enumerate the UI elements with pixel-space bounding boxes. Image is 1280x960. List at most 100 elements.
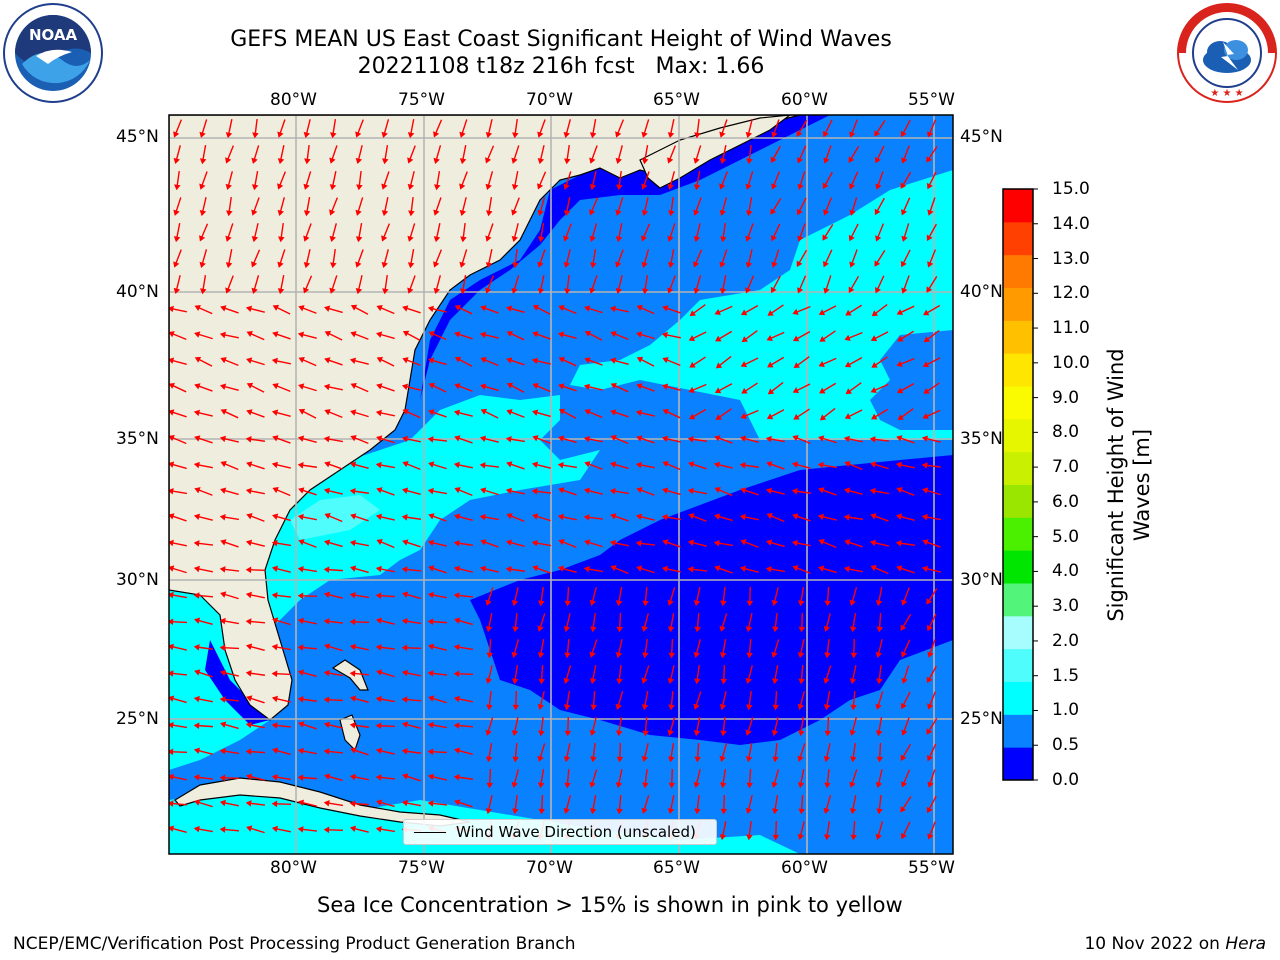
wave-direction-arrowhead — [245, 643, 253, 650]
wave-direction-arrowhead — [662, 305, 669, 312]
wave-direction-arrowhead — [771, 730, 779, 737]
wave-direction-arrowhead — [304, 158, 311, 165]
colorbar-segment — [1003, 418, 1033, 453]
wave-direction-arrowhead — [874, 287, 881, 294]
wave-direction-arrowhead — [220, 721, 227, 728]
wave-direction-arrowhead — [433, 209, 440, 216]
wave-band-1.5-2.0 — [290, 495, 380, 540]
wave-direction-arrowhead — [921, 435, 929, 443]
wave-direction-arrowhead — [667, 678, 675, 685]
wave-direction-arrowhead — [376, 383, 383, 390]
wave-direction-arrowhead — [219, 696, 226, 703]
wave-direction-arrowhead — [401, 748, 408, 755]
wave-direction-arrowhead — [537, 158, 545, 165]
wave-direction-arrowhead — [689, 413, 696, 420]
wave-direction-arrowhead — [926, 676, 933, 684]
colorbar-segment — [1003, 484, 1033, 518]
wave-direction-arrowhead — [615, 131, 622, 138]
wave-direction-arrowhead — [401, 799, 408, 807]
wave-direction-arrowhead — [563, 210, 571, 217]
wave-direction-arrowhead — [324, 409, 331, 416]
wave-direction-arrowhead — [298, 383, 305, 390]
wave-direction-arrowhead — [303, 210, 311, 217]
wave-direction-arrowhead — [194, 487, 201, 494]
wave-direction-arrowhead — [479, 565, 486, 573]
wave-direction-arrowhead — [453, 670, 460, 678]
wave-direction-arrowhead — [642, 730, 649, 737]
colorbar-tick-label: 15.0 — [1052, 179, 1090, 199]
wave-direction-arrowhead — [719, 158, 727, 165]
wave-direction-arrowhead — [485, 235, 492, 242]
wave-direction-arrowhead — [271, 643, 278, 651]
wave-direction-arrowhead — [849, 183, 856, 190]
wave-direction-arrowhead — [246, 461, 253, 468]
wave-direction-arrowhead — [896, 387, 904, 394]
wave-direction-arrowhead — [589, 132, 597, 139]
colorbar-tick-label: 13.0 — [1052, 248, 1090, 269]
wave-direction-arrowhead — [927, 261, 934, 268]
colorbar-segment — [1003, 583, 1033, 617]
wave-direction-arrowhead — [349, 695, 357, 702]
wave-direction-arrowhead — [875, 703, 882, 710]
map-title: GEFS MEAN US East Coast Significant Heig… — [230, 27, 892, 52]
wave-direction-arrowhead — [512, 626, 519, 633]
wave-direction-arrowhead — [719, 704, 727, 711]
wave-direction-arrowhead — [193, 825, 200, 833]
wave-direction-arrowhead — [558, 435, 565, 442]
wave-direction-arrowhead — [895, 540, 902, 547]
wave-direction-arrowhead — [350, 747, 357, 754]
wave-direction-arrowhead — [798, 626, 806, 633]
wave-direction-arrowhead — [610, 565, 617, 572]
wave-direction-arrowhead — [926, 286, 933, 293]
wave-direction-arrowhead — [226, 210, 233, 217]
wave-direction-arrowhead — [843, 514, 850, 521]
wave-direction-arrowhead — [245, 748, 252, 755]
wave-direction-arrowhead — [714, 513, 721, 520]
wave-direction-arrowhead — [323, 618, 330, 625]
wave-direction-arrowhead — [615, 652, 623, 659]
wave-direction-arrowhead — [564, 782, 571, 789]
wave-direction-arrowhead — [818, 360, 825, 367]
wave-direction-arrowhead — [454, 356, 462, 363]
wave-direction-arrowhead — [796, 208, 803, 216]
wave-direction-arrowhead — [427, 305, 434, 313]
wave-direction-arrowhead — [874, 260, 881, 267]
wave-direction-arrowhead — [297, 696, 304, 703]
wave-direction-arrowhead — [486, 782, 494, 789]
wave-direction-arrowhead — [869, 436, 876, 443]
wave-direction-arrowhead — [303, 262, 311, 269]
wave-direction-arrowhead — [173, 131, 180, 138]
noaa-logo-text: NOAA — [29, 26, 78, 44]
wave-direction-arrowhead — [506, 513, 513, 520]
wave-direction-arrowhead — [740, 309, 748, 316]
colorbar-segment — [1003, 254, 1033, 288]
wave-direction-arrowhead — [615, 261, 622, 268]
wave-direction-arrowhead — [193, 513, 201, 521]
wave-direction-arrowhead — [896, 435, 903, 442]
wave-direction-arrowhead — [401, 435, 408, 443]
wave-direction-arrowhead — [641, 235, 648, 242]
wave-direction-arrowhead — [169, 773, 174, 781]
wave-direction-arrowhead — [407, 157, 414, 164]
wave-direction-arrowhead — [792, 387, 800, 394]
wave-direction-arrowhead — [427, 670, 434, 677]
wave-direction-arrowhead — [381, 158, 389, 165]
wave-direction-arrowhead — [169, 721, 174, 729]
wave-direction-arrowhead — [298, 408, 306, 415]
wave-direction-arrowhead — [486, 652, 493, 659]
wave-direction-arrowhead — [480, 487, 487, 494]
colorbar-segment — [1003, 353, 1033, 387]
wave-direction-arrowhead — [584, 330, 592, 337]
wave-direction-arrowhead — [277, 158, 285, 165]
wave-direction-arrowhead — [849, 808, 857, 815]
wave-direction-arrowhead — [897, 335, 904, 342]
wave-direction-arrowhead — [219, 799, 226, 807]
wave-direction-arrowhead — [459, 158, 467, 165]
wave-direction-arrowhead — [896, 487, 903, 494]
wave-direction-arrowhead — [927, 781, 934, 788]
wave-direction-arrowhead — [297, 592, 304, 600]
wave-direction-arrowhead — [844, 413, 852, 420]
wave-direction-arrowhead — [199, 288, 207, 295]
colorbar-title-line2: Waves [m] — [1130, 428, 1154, 542]
wave-direction-arrowhead — [589, 599, 596, 607]
